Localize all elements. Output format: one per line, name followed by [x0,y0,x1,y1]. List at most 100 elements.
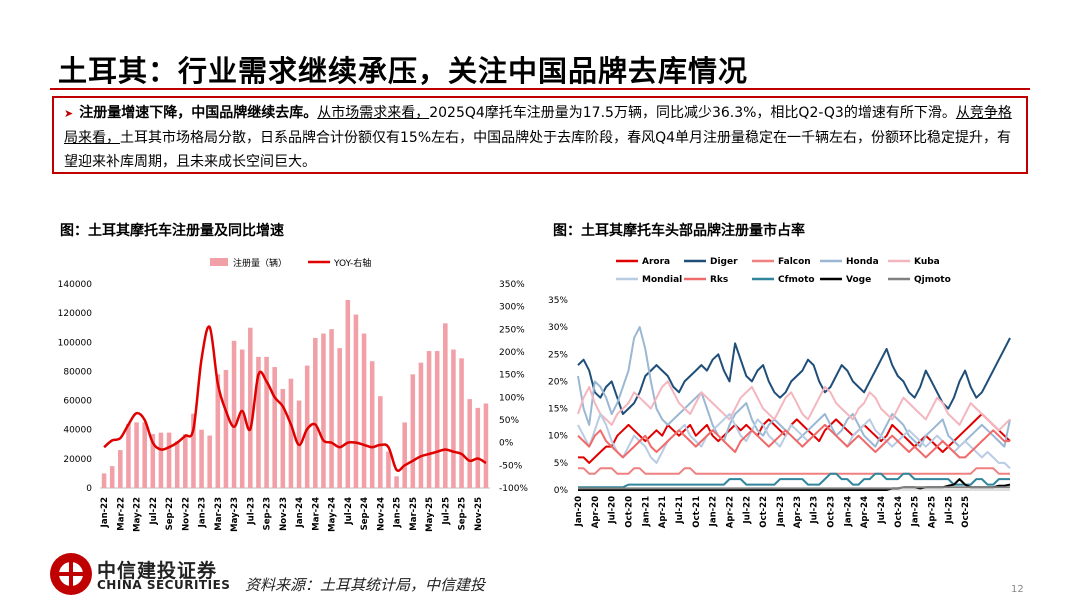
x-tick-label: Jan-25 [911,496,921,527]
legend-label-yoy: YOY-右轴 [333,257,371,269]
legend-label-diger: Diger [710,257,738,267]
bar-registrations [345,300,351,488]
y-right-tick-label: 100% [499,393,525,403]
x-tick-label: Jul-24 [344,497,354,526]
x-tick-label: Nov-22 [181,497,191,531]
x-tick-label: Jul-22 [149,497,159,526]
x-tick-label: Oct-24 [894,496,904,528]
bar-registrations [386,451,391,488]
bar-registrations [361,333,367,488]
line-yoy [103,325,487,472]
y-tick-label: 20% [548,377,568,387]
summary-text-2: 土耳其市场格局分散，日系品牌合计份额仅有15%左右，中国品牌处于去库阶段，春风Q… [64,130,1012,170]
bar-registrations [134,422,139,488]
bar-registrations [264,356,269,488]
series-line-qjmoto [578,486,1010,490]
bar-registrations [467,399,472,488]
x-tick-label: Jan-20 [574,496,584,527]
bar-registrations [199,429,204,488]
bar-registrations [174,441,180,488]
bar-registrations [337,348,342,488]
x-tick-label: Apr-22 [725,496,735,528]
y-left-tick-label: 140000 [58,280,93,290]
x-tick-label: Nov-25 [474,497,484,531]
bar-registrations [215,374,221,488]
y-tick-label: 0% [554,486,569,496]
bar-registrations [313,337,318,488]
logo-text-cn: 中信建投证券 [97,560,218,582]
y-left-tick-label: 100000 [58,338,93,348]
x-tick-label: Jul-22 [742,496,752,525]
bar-registrations [304,365,310,488]
x-tick-label: Nov-23 [279,497,289,531]
logo-text-en: CHINA SECURITIES [97,578,231,592]
y-right-tick-label: 0% [499,439,514,449]
bar-registrations [394,476,399,488]
bar-registrations [183,434,188,488]
x-tick-label: Jan-24 [295,497,305,528]
y-right-tick-label: 300% [499,303,525,313]
x-tick-label: Jul-23 [810,496,820,525]
bar-registrations [434,351,440,488]
x-tick-label: May-22 [133,497,143,532]
bar-registrations [321,333,326,488]
bar-registrations [142,422,147,488]
bar-registrations [272,367,277,488]
x-tick-label: Oct-21 [692,496,702,528]
x-tick-label: Jan-23 [776,496,786,527]
bar-registrations [118,450,123,488]
chart-title-registrations: 图：土耳其摩托车注册量及同比增速 [60,223,284,239]
legend-label-mondial: Mondial [642,275,682,285]
x-tick-label: Jul-23 [246,497,256,526]
y-left-tick-label: 80000 [63,367,92,377]
x-tick-label: Apr-21 [658,496,668,528]
bar-registrations [402,422,407,488]
bar-registrations [126,423,131,488]
summary-text-1: 2025Q4摩托车注册量为17.5万辆，同比减少36.3%，相比Q2-Q3的增速… [429,105,956,121]
bar-registrations [239,349,245,488]
bar-registrations [101,473,107,488]
title-divider [50,88,1030,90]
summary-underline-2: 从竞争格局来看， [64,105,1012,146]
series-line-falcon [578,467,1010,475]
bar-registrations [248,327,253,488]
x-tick-label: Mar-23 [214,497,224,531]
x-tick-label: Jan-25 [393,497,403,528]
y-tick-label: 10% [548,432,568,442]
summary-box: ➤ 注册量增速下降，中国品牌继续去库。从市场需求来看，2025Q4摩托车注册量为1… [52,96,1028,174]
y-right-tick-label: -50% [499,461,523,471]
bar-registrations [475,407,481,488]
x-tick-label: Nov-24 [376,497,386,531]
series-line-rks [577,423,1010,459]
bar-registrations [150,434,156,488]
bar-registrations [483,403,489,488]
legend-label-kuba: Kuba [914,257,940,267]
china-securities-logo-icon [50,553,92,595]
x-tick-label: Jul-25 [944,496,954,525]
legend-label-cfmoto: Cfmoto [778,275,815,285]
page-number: 12 [1011,584,1024,595]
bar-registrations [158,432,164,488]
x-tick-label: Mar-22 [116,497,126,531]
y-tick-label: 15% [548,405,568,415]
bar-registrations [223,369,229,488]
bar-registrations [459,358,464,488]
x-tick-label: Jul-24 [877,496,887,525]
bar-registrations [353,314,359,488]
legend-label-registrations: 注册量（辆） [233,257,287,269]
y-left-tick-label: 60000 [63,397,92,407]
x-tick-label: Mar-24 [311,497,321,531]
legend-swatch-registrations [210,258,228,266]
y-right-tick-label: 350% [499,280,525,290]
bar-registrations [280,388,286,488]
x-tick-label: Sep-24 [360,497,370,530]
legend-label-rks: Rks [710,275,728,285]
bar-registrations [369,361,375,488]
legend-label-honda: Honda [846,257,879,267]
series-line-diger [577,337,1011,415]
x-tick-label: Oct-20 [624,496,634,528]
bar-registrations [288,378,294,488]
y-tick-label: 5% [554,459,569,469]
x-tick-label: Sep-25 [458,497,468,530]
